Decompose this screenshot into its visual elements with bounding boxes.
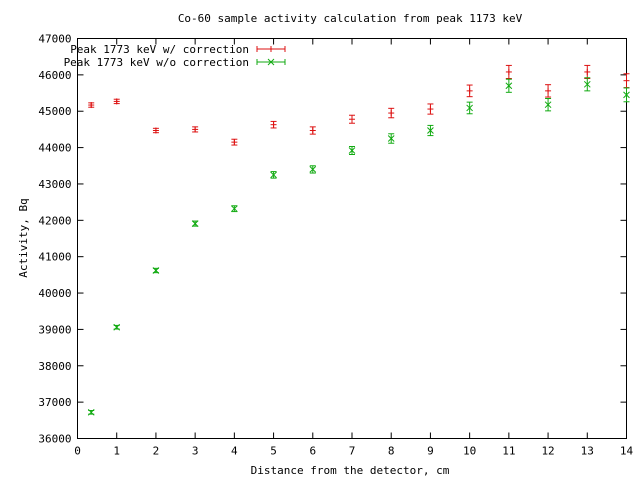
data-point-series-2 <box>348 146 356 155</box>
data-point-series-2 <box>87 408 95 416</box>
x-tick-label: 3 <box>192 445 199 458</box>
x-tick-label: 12 <box>541 445 554 458</box>
data-point-series-1 <box>584 64 591 79</box>
data-point-series-2 <box>113 323 121 331</box>
data-points <box>87 64 630 416</box>
data-point-series-2 <box>544 98 552 112</box>
chart-title: Co-60 sample activity calculation from p… <box>178 12 523 25</box>
x-tick-label: 11 <box>502 445 515 458</box>
data-point-series-1 <box>88 102 95 109</box>
y-tick-label: 42000 <box>38 214 71 227</box>
data-point-series-1 <box>545 84 552 98</box>
y-tick-label: 47000 <box>38 33 71 46</box>
data-point-series-2 <box>505 78 513 93</box>
y-tick-label: 39000 <box>38 323 71 336</box>
data-point-series-1 <box>427 103 434 115</box>
legend-label: Peak 1773 keV w/ correction <box>70 43 249 56</box>
legend-label: Peak 1773 keV w/o correction <box>64 56 249 69</box>
data-point-series-1 <box>231 138 238 146</box>
data-point-series-1 <box>113 98 120 105</box>
data-point-series-1 <box>349 114 355 124</box>
y-tick-label: 36000 <box>38 433 71 446</box>
x-tick-label: 8 <box>388 445 395 458</box>
x-tick-label: 13 <box>581 445 594 458</box>
data-point-series-1 <box>623 73 630 89</box>
legend-swatch <box>256 46 286 52</box>
y-axis-label: Activity, Bq <box>17 198 30 277</box>
data-point-series-1 <box>309 126 316 135</box>
x-tick-label: 5 <box>270 445 277 458</box>
x-tick-label: 14 <box>620 445 634 458</box>
y-tick-label: 45000 <box>38 105 71 118</box>
data-point-series-2 <box>427 124 434 137</box>
plot-frame <box>77 38 627 439</box>
data-point-series-2 <box>152 267 160 274</box>
y-tick-label: 40000 <box>38 287 71 300</box>
data-point-series-1 <box>192 126 199 133</box>
x-tick-label: 10 <box>463 445 476 458</box>
data-point-series-2 <box>309 165 317 174</box>
y-tick-label: 44000 <box>38 142 71 155</box>
x-tick-label: 2 <box>153 445 160 458</box>
data-point-series-1 <box>152 127 159 134</box>
data-point-series-1 <box>270 120 277 129</box>
data-point-series-1 <box>505 64 512 79</box>
y-tick-label: 43000 <box>38 178 71 191</box>
x-tick-label: 9 <box>427 445 434 458</box>
data-point-series-2 <box>231 205 238 213</box>
data-point-series-2 <box>583 77 591 92</box>
data-point-series-2 <box>623 87 630 103</box>
data-point-series-1 <box>466 84 473 98</box>
legend-swatch <box>256 58 286 66</box>
y-tick-label: 41000 <box>38 251 71 264</box>
data-point-series-1 <box>388 107 395 119</box>
x-tick-label: 0 <box>74 445 81 458</box>
x-tick-label: 7 <box>349 445 356 458</box>
data-point-series-2 <box>191 220 199 227</box>
data-point-series-2 <box>387 133 395 144</box>
y-tick-label: 38000 <box>38 360 71 373</box>
x-tick-label: 4 <box>231 445 238 458</box>
x-axis: 0 1 2 3 4 5 6 7 8 9 10 11 12 13 14 <box>74 38 634 458</box>
y-tick-label: 37000 <box>38 396 71 409</box>
data-point-series-2 <box>270 171 277 179</box>
x-axis-label: Distance from the detector, cm <box>251 464 450 477</box>
x-tick-label: 6 <box>309 445 316 458</box>
y-axis: 36000 37000 38000 39000 40000 41000 42000 43000… <box>38 33 627 446</box>
y-tick-label: 46000 <box>38 69 71 82</box>
data-point-series-2 <box>466 101 473 115</box>
x-tick-label: 1 <box>113 445 120 458</box>
